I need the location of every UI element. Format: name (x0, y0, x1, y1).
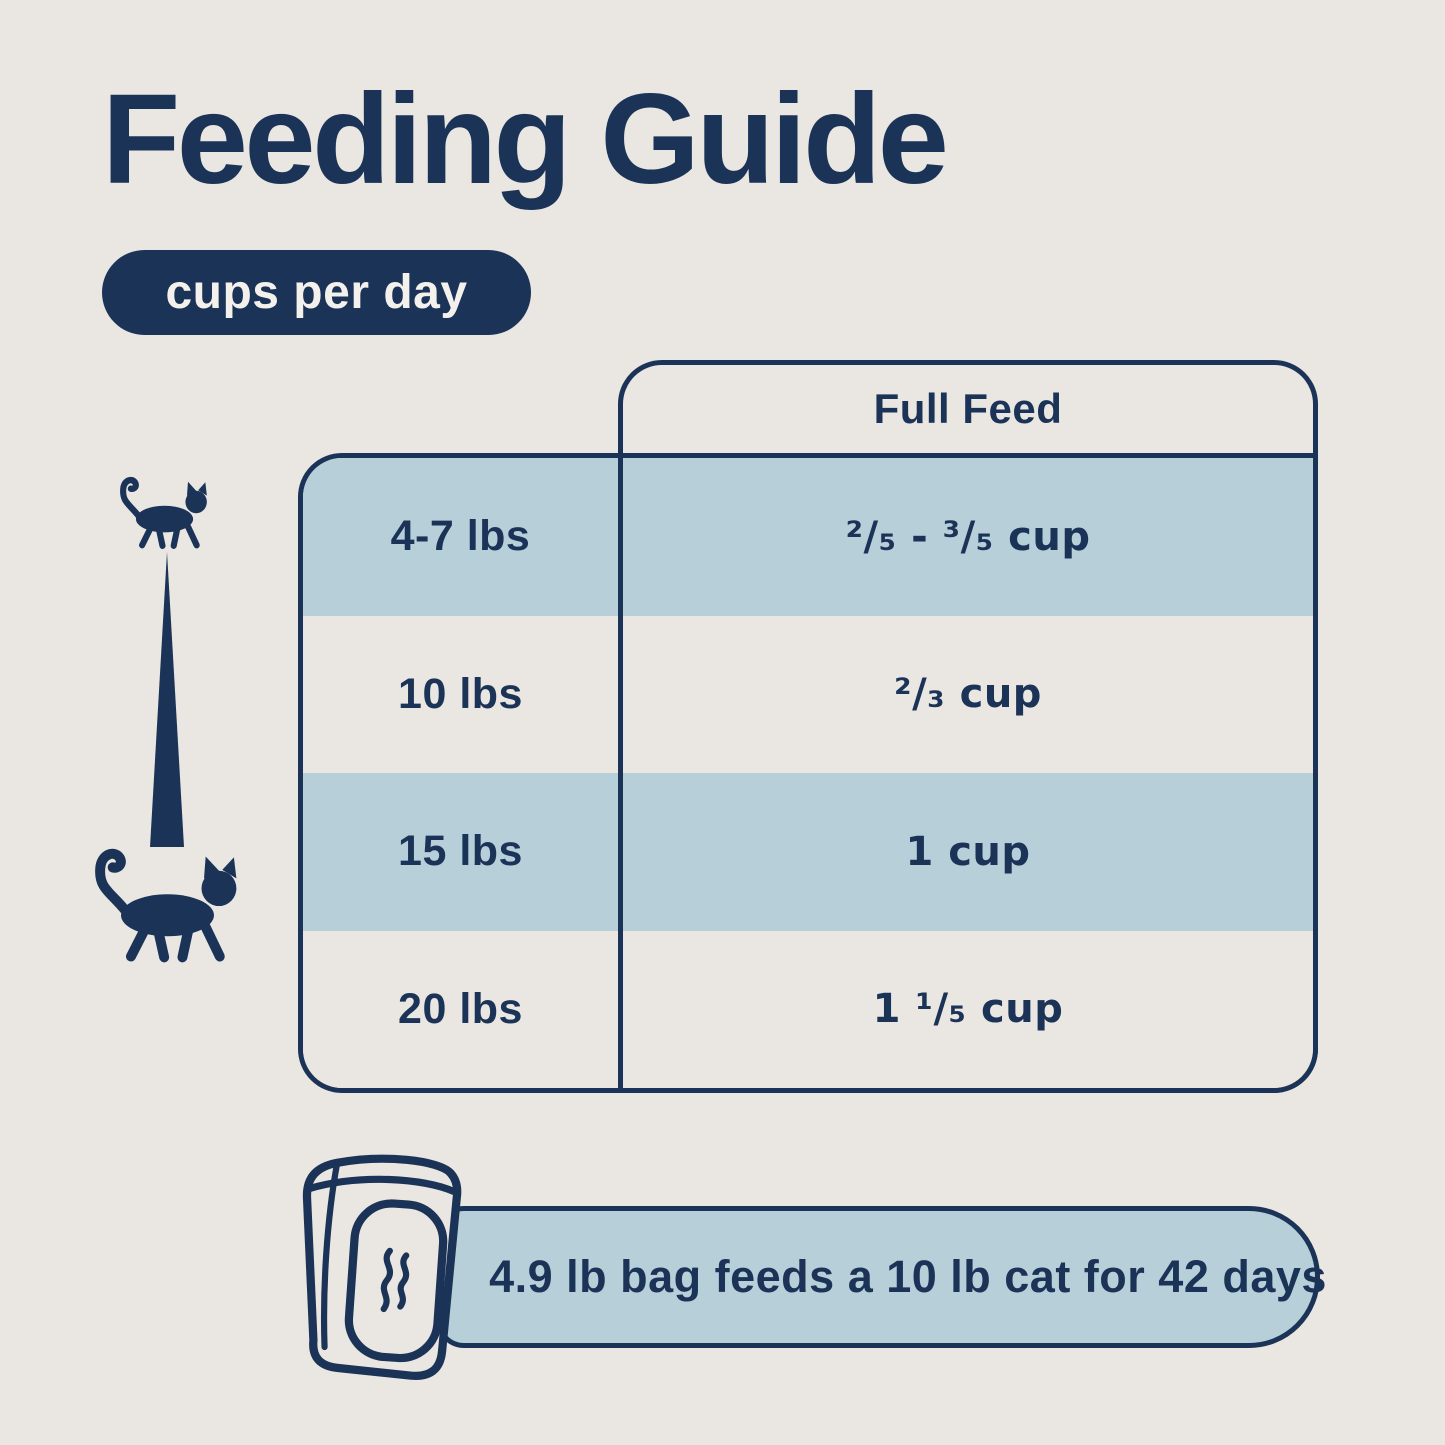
food-bag-icon (302, 1154, 462, 1380)
table-row: 4-7 lbs ²/₅ - ³/₅ cup (303, 458, 1313, 616)
weight-cell: 4-7 lbs (390, 512, 531, 561)
weight-cell: 10 lbs (398, 669, 523, 718)
size-scale-wedge-icon (150, 552, 184, 847)
weight-cell: 15 lbs (398, 827, 523, 876)
weight-cell: 20 lbs (398, 984, 523, 1033)
amount-cell: 1 ¹/₅ cup (872, 986, 1064, 1033)
table-row: 15 lbs 1 cup (303, 773, 1313, 931)
feeding-table: 4-7 lbs ²/₅ - ³/₅ cup 10 lbs ²/₃ cup 15 … (298, 453, 1318, 1093)
bag-feeds-note: 4.9 lb bag feeds a 10 lb cat for 42 days (489, 1251, 1327, 1302)
badge-label: cups per day (165, 266, 468, 319)
table-row: 20 lbs 1 ¹/₅ cup (303, 930, 1313, 1088)
small-cat-icon (120, 476, 207, 549)
cups-per-day-badge: cups per day (102, 250, 531, 335)
column-header-full-feed: Full Feed (873, 385, 1063, 432)
amount-cell: ²/₃ cup (894, 671, 1042, 718)
table-column-divider (618, 458, 623, 1088)
amount-cell: ²/₅ - ³/₅ cup (845, 513, 1091, 560)
bag-feeds-note-pill: 4.9 lb bag feeds a 10 lb cat for 42 days (436, 1206, 1326, 1348)
table-row: 10 lbs ²/₃ cup (303, 615, 1313, 773)
page-title: Feeding Guide (102, 68, 949, 211)
amount-cell: 1 cup (905, 828, 1031, 875)
large-cat-icon (95, 848, 237, 963)
